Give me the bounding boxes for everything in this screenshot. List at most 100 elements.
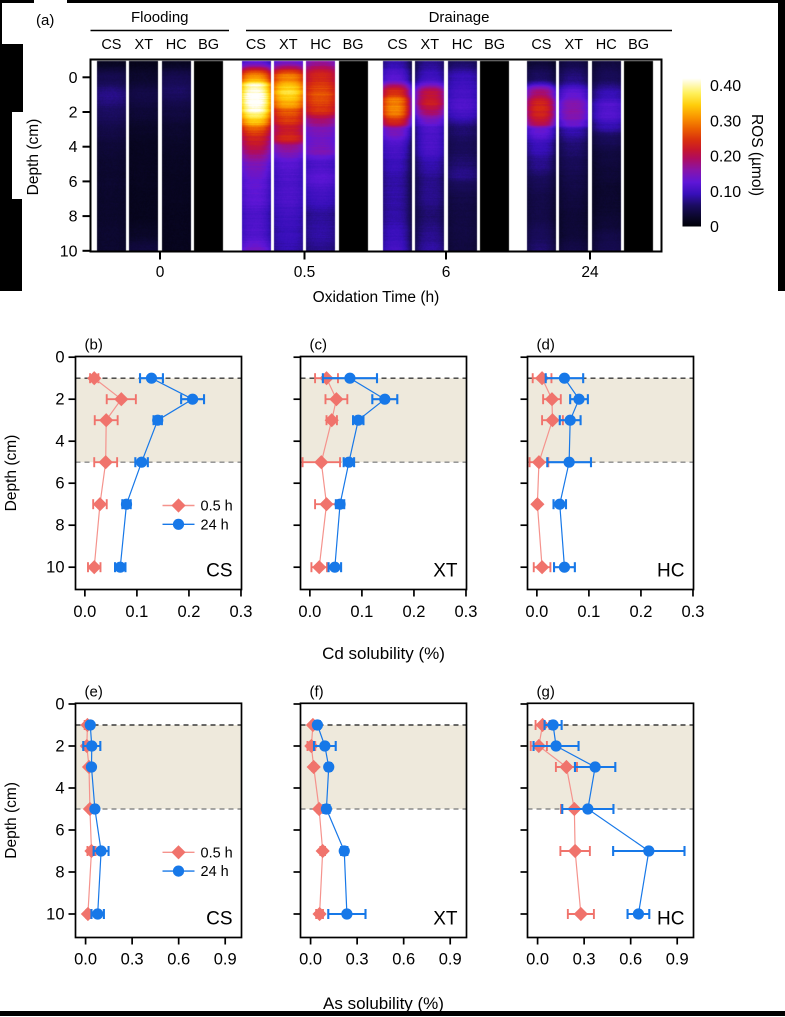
marker-diamond <box>531 455 547 470</box>
marker-diamond <box>534 560 550 575</box>
heatmap-column-label: BG <box>343 37 364 53</box>
legend-label: 0.5 h <box>201 845 233 861</box>
heatmap-column-label: XT <box>135 37 154 53</box>
marker-circle <box>341 908 353 920</box>
heatmap-column-label: HC <box>596 37 617 53</box>
panel-f <box>293 702 468 945</box>
plot-box <box>74 702 243 939</box>
colorbar-label: ROS (µmol) <box>748 114 765 196</box>
heatmap-column-label: HC <box>166 37 187 53</box>
heatmap-column-label: BG <box>484 37 505 53</box>
marker-circle <box>311 719 324 731</box>
panel-e <box>68 702 243 945</box>
marker-circle <box>554 498 566 510</box>
legend-marker <box>171 845 186 860</box>
series-24h <box>532 719 686 920</box>
x-tick-label: 0.0 <box>73 603 96 621</box>
heatmap-column-label: HC <box>452 37 473 53</box>
marker-diamond <box>92 497 108 512</box>
x-tick-label: 0.1 <box>350 603 373 621</box>
heatmap-xlabel: Oxidation Time (h) <box>313 289 440 306</box>
plot-box <box>299 355 468 591</box>
panel-b <box>68 355 243 597</box>
marker-circle <box>334 498 346 510</box>
marker-circle <box>558 561 571 573</box>
x-tick-label: 0.2 <box>177 603 200 621</box>
condition-header: Drainage <box>429 9 490 26</box>
x-tick-label: 0.0 <box>299 951 322 969</box>
heatmap-column-label: XT <box>565 37 584 53</box>
y-tick-label: 10 <box>46 559 64 577</box>
marker-circle <box>547 719 559 731</box>
marker-circle <box>85 761 98 773</box>
plot-box <box>526 702 695 939</box>
plot-box <box>74 355 243 591</box>
legend-marker <box>171 498 186 513</box>
y-tick-label: 0 <box>69 70 78 87</box>
y-tick-label: 8 <box>55 517 64 535</box>
x-tick-label: 0.0 <box>526 951 549 969</box>
series-24h <box>544 372 593 573</box>
x-tick-label: 0.1 <box>577 603 600 621</box>
legend-label: 24 h <box>201 864 229 880</box>
y-tick-label: 2 <box>55 738 64 756</box>
x-tick-label: 0.1 <box>125 603 148 621</box>
x-tick-label: 0.2 <box>629 603 652 621</box>
marker-diamond <box>559 759 574 775</box>
marker-diamond <box>87 560 102 575</box>
marker-diamond <box>545 413 560 428</box>
sample-label: HC <box>657 561 684 582</box>
marker-diamond <box>319 497 334 512</box>
marker-diamond <box>114 392 129 407</box>
marker-diamond <box>530 497 545 512</box>
legend <box>162 498 195 530</box>
x-tick-label: 0.0 <box>525 603 548 621</box>
y-tick-label: 10 <box>46 906 64 924</box>
x-tick-label: 0.2 <box>402 603 425 621</box>
panel-label-c: (c) <box>310 337 328 354</box>
time-label: 0 <box>156 264 165 281</box>
marker-diamond <box>324 413 339 428</box>
marker-diamond <box>304 738 319 754</box>
time-label: 24 <box>581 264 599 281</box>
colorbar <box>682 78 701 227</box>
series-0.5h <box>87 371 137 575</box>
panel-c <box>293 355 468 597</box>
marker-circle <box>145 372 158 384</box>
panel-g <box>520 702 695 945</box>
sample-label: XT <box>433 561 458 582</box>
marker-circle <box>343 456 355 468</box>
legend-label: 24 h <box>201 517 229 533</box>
marker-circle <box>135 456 148 468</box>
row-ylabel: Depth (cm) <box>3 782 20 859</box>
y-tick-label: 2 <box>55 391 64 409</box>
x-tick-label: 0.9 <box>439 951 462 969</box>
sample-label: XT <box>433 909 458 930</box>
heatmap-ylabel: Depth (cm) <box>25 119 42 196</box>
row-ylabel: Depth (cm) <box>3 435 20 512</box>
legend-label: 0.5 h <box>201 499 233 515</box>
marker-circle <box>573 393 585 405</box>
marker-diamond <box>315 843 330 859</box>
panel-label-e: (e) <box>85 683 103 700</box>
panel-label-b: (b) <box>85 337 103 354</box>
series-24h <box>113 372 206 573</box>
marker-circle <box>632 908 645 920</box>
shaded-depth-band <box>76 725 241 809</box>
marker-diamond <box>568 843 583 859</box>
marker-diamond <box>99 413 114 428</box>
heatmap-column-label: HC <box>310 37 331 53</box>
x-tick-label: 0.3 <box>573 951 596 969</box>
heatmap-column-label: BG <box>198 37 219 53</box>
heatmap-plot-box <box>89 58 663 253</box>
legend <box>162 845 195 877</box>
plot-box <box>299 702 468 939</box>
marker-circle <box>92 908 104 920</box>
marker-diamond <box>329 392 344 407</box>
plot-box <box>526 355 695 591</box>
marker-circle <box>352 414 364 426</box>
heatmap-column-label: XT <box>421 37 440 53</box>
x-tick-label: 0.6 <box>167 951 190 969</box>
y-tick-label: 2 <box>69 105 78 122</box>
sample-label: CS <box>206 561 232 582</box>
